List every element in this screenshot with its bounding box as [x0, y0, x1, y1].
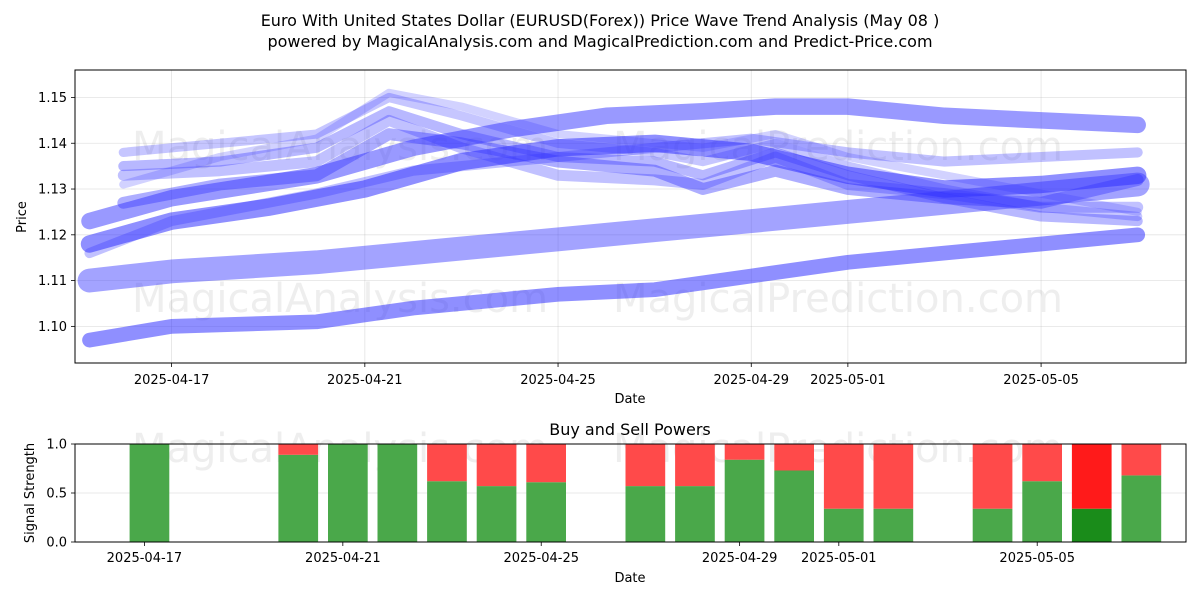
bar-x-tick-label: 2025-04-17 — [107, 551, 183, 566]
price-wave-chart: MagicalAnalysis.com MagicalPrediction.co… — [15, 69, 1187, 407]
sell-power-bar — [873, 444, 914, 509]
price-wave-wave-1 — [77, 172, 1150, 293]
sell-power-bar — [278, 444, 319, 455]
buy-power-bar — [1071, 508, 1112, 542]
x-tick-label: 2025-05-05 — [1003, 373, 1079, 388]
y-tick-label: 1.15 — [38, 91, 67, 106]
buy-power-bar — [774, 470, 814, 542]
x-tick-label: 2025-04-21 — [327, 373, 403, 388]
buy-power-bar — [972, 508, 1013, 542]
price-wave-wave-8 — [117, 114, 1144, 213]
price-wave-wave-5 — [117, 128, 1144, 209]
price-wave-wave-6 — [118, 106, 1143, 227]
chart-subtitle: powered by MagicalAnalysis.com and Magic… — [267, 32, 932, 51]
buy-sell-power-chart: Buy and Sell Powers MagicalAnalysis.com … — [23, 420, 1187, 586]
plot-frame — [74, 69, 1187, 364]
buy-power-bar — [377, 444, 418, 542]
chart-title: Euro With United States Dollar (EURUSD(F… — [261, 11, 940, 30]
buy-power-bar — [625, 486, 666, 542]
sell-power-bar — [1121, 444, 1162, 476]
bar-x-tick-label: 2025-04-25 — [503, 551, 579, 566]
x-axis-label: Date — [614, 392, 645, 407]
sell-power-bar — [972, 444, 1013, 509]
sell-power-bar — [774, 444, 814, 471]
x-tick-label: 2025-05-01 — [810, 373, 886, 388]
sell-power-bar — [526, 444, 566, 483]
buy-power-bar — [1121, 475, 1162, 542]
buy-power-bar — [278, 454, 319, 542]
price-wave-wave-10 — [84, 133, 1143, 259]
y-tick-label: 1.10 — [38, 320, 67, 335]
bar-chart-title: Buy and Sell Powers — [549, 420, 711, 439]
sell-power-bar — [427, 444, 467, 482]
bar-y-axis-label: Signal Strength — [23, 443, 38, 543]
sell-power-bar — [675, 444, 715, 487]
buy-power-bar — [129, 444, 170, 542]
y-axis-label: Price — [15, 201, 30, 233]
bar-y-tick-label: 0.0 — [46, 536, 67, 551]
sell-power-bar — [476, 444, 517, 487]
buy-power-bar — [724, 459, 765, 542]
x-tick-label: 2025-04-25 — [520, 373, 596, 388]
bar-x-tick-label: 2025-04-29 — [702, 551, 778, 566]
y-tick-label: 1.11 — [38, 274, 67, 289]
sell-power-bar — [625, 444, 666, 487]
bar-y-tick-label: 1.0 — [46, 438, 67, 453]
bar-y-tick-label: 0.5 — [46, 487, 67, 502]
bar-x-tick-label: 2025-05-01 — [801, 551, 877, 566]
sell-power-bar — [823, 444, 864, 509]
buy-power-bar — [823, 508, 864, 542]
buy-power-bar — [675, 486, 715, 542]
x-tick-label: 2025-04-29 — [713, 373, 789, 388]
price-wave-wave-9 — [119, 88, 1142, 216]
y-tick-label: 1.14 — [38, 137, 67, 152]
bar-x-tick-label: 2025-05-05 — [999, 551, 1075, 566]
x-tick-label: 2025-04-17 — [134, 373, 210, 388]
bar-x-axis-label: Date — [614, 571, 645, 586]
buy-power-bar — [328, 444, 368, 542]
buy-power-bar — [1022, 481, 1062, 542]
buy-power-bar — [873, 508, 914, 542]
y-tick-label: 1.12 — [38, 228, 67, 243]
sell-power-bar — [1022, 444, 1062, 482]
price-wave-wave-3 — [80, 134, 1147, 253]
sell-power-bar — [1071, 444, 1112, 509]
buy-power-bar — [427, 481, 467, 542]
y-tick-label: 1.13 — [38, 183, 67, 198]
buy-power-bar — [526, 482, 566, 542]
sell-power-bar — [724, 444, 765, 460]
price-wave-wave-7 — [118, 92, 1143, 222]
bar-x-tick-label: 2025-04-21 — [305, 551, 381, 566]
buy-power-bar — [476, 486, 517, 542]
price-wave-wave-2 — [82, 227, 1146, 348]
price-wave-wave-4 — [81, 98, 1146, 230]
